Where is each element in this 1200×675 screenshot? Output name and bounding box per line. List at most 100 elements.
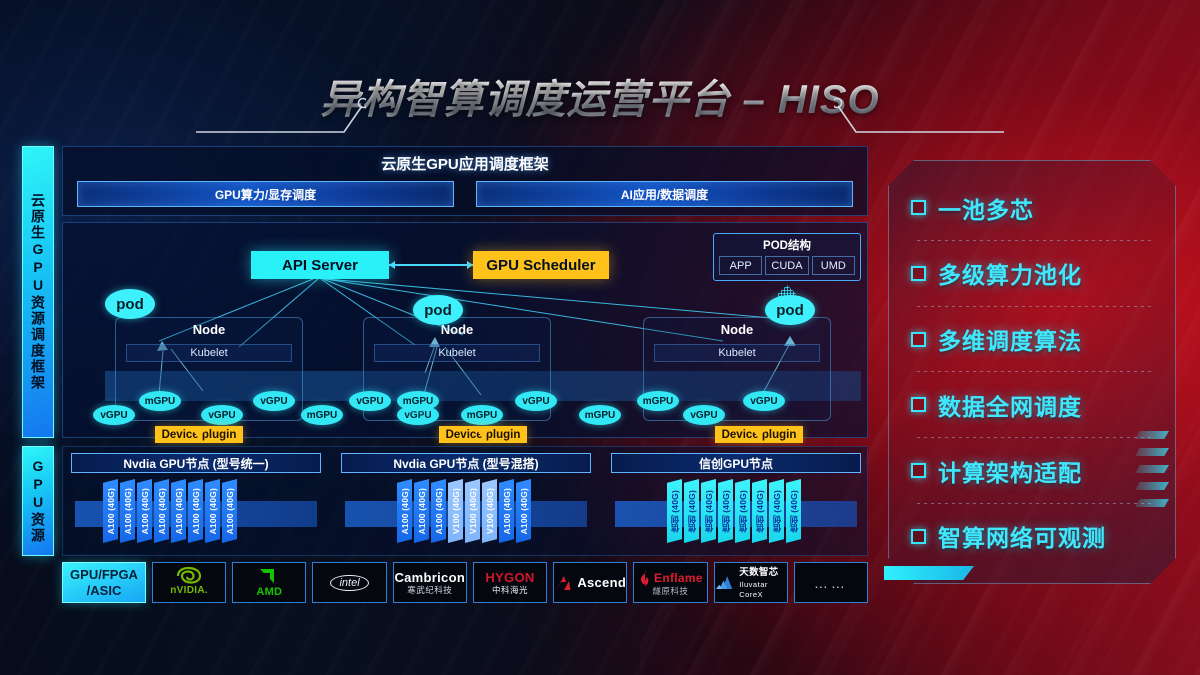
- iluvatar-fan-icon: [715, 575, 732, 589]
- vendor-strip-title: GPU/FPGA /ASIC: [62, 562, 146, 603]
- gpu-card[interactable]: 信创 (40G): [718, 479, 733, 543]
- kubelet-box: Kubelet: [126, 344, 292, 362]
- mgpu-bubble[interactable]: mGPU: [301, 405, 343, 425]
- vgpu-bubble[interactable]: vGPU: [515, 391, 557, 411]
- vendor-hygon[interactable]: HYGON 中科海光: [472, 562, 548, 603]
- vgpu-bubble[interactable]: vGPU: [253, 391, 295, 411]
- checkbox-icon: [911, 529, 926, 544]
- vgpu-bubble[interactable]: vGPU: [201, 405, 243, 425]
- gpu-card[interactable]: A100 (40G): [516, 479, 531, 543]
- checkbox-icon: [911, 200, 926, 215]
- sidebar-tab-cloud-native-gpu-framework[interactable]: 云原生GPU资源调度框架: [22, 146, 54, 438]
- pill-ai-app-data[interactable]: AI应用/数据调度: [476, 181, 853, 207]
- gpu-card[interactable]: A100 (40G): [222, 479, 237, 543]
- page-title-bar: 异构智算调度运营平台 – HISO: [0, 64, 1200, 133]
- gpu-card[interactable]: 信创 (40G): [667, 479, 682, 543]
- gpu-card[interactable]: A100 (40G): [154, 479, 169, 543]
- vendor-name: Ascend: [577, 574, 627, 590]
- gpu-card[interactable]: A100 (40G): [431, 479, 446, 543]
- vgpu-bubble[interactable]: vGPU: [349, 391, 391, 411]
- highlight-label: 计算架构适配: [938, 459, 1082, 486]
- gpu-card[interactable]: 信创 (40G): [769, 479, 784, 543]
- gpu-card[interactable]: A100 (40G): [120, 479, 135, 543]
- vendor-name-cn: 寒武纪科技: [407, 584, 453, 595]
- vendor-enflame[interactable]: Enflame 燧原科技: [633, 562, 708, 603]
- pod-bubble-1[interactable]: pod: [105, 289, 155, 319]
- gpu-group-3: 信创GPU节点 信创 (40G) 信创 (40G) 信创 (40G) 信创 (4…: [611, 453, 861, 551]
- vendor-name: intel: [330, 574, 369, 591]
- pill-gpu-compute-memory[interactable]: GPU算力/显存调度: [77, 181, 454, 207]
- scheduling-panel: API Server GPU Scheduler POD结构 APP CUDA …: [62, 222, 868, 443]
- checkbox-icon: [911, 397, 926, 412]
- panel-tick-decoration: [1135, 431, 1169, 551]
- vendor-ascend[interactable]: Ascend: [553, 562, 628, 603]
- mgpu-bubble[interactable]: mGPU: [397, 391, 439, 411]
- gpu-card[interactable]: 信创 (40G): [752, 479, 767, 543]
- pod-structure-box: POD结构 APP CUDA UMD: [713, 233, 861, 281]
- gpu-card[interactable]: 信创 (40G): [735, 479, 750, 543]
- gpu-group-heading: 信创GPU节点: [611, 453, 861, 473]
- gpu-card[interactable]: A100 (40G): [103, 479, 118, 543]
- highlight-label: 一池多芯: [938, 196, 1034, 223]
- gpu-card[interactable]: A100 (40G): [499, 479, 514, 543]
- vgpu-bubble[interactable]: vGPU: [397, 405, 439, 425]
- gpu-card[interactable]: 信创 (40G): [684, 479, 699, 543]
- gpu-group-1: Nvdia GPU节点 (型号统一) A100 (40G) A100 (40G)…: [71, 453, 321, 551]
- vendor-iluvatar[interactable]: 天数智芯 Iluvatar CoreX: [713, 562, 788, 603]
- framework-heading: 云原生GPU应用调度框架: [381, 156, 549, 173]
- vendor-name: Enflame: [654, 570, 703, 585]
- gpu-card[interactable]: A100 (40G): [205, 479, 220, 543]
- gpu-card[interactable]: A100 (40G): [171, 479, 186, 543]
- gpu-scheduler-box[interactable]: GPU Scheduler: [473, 251, 609, 279]
- highlight-item-2[interactable]: 多级算力池化: [911, 256, 1157, 290]
- pod-bubble-2[interactable]: pod: [413, 295, 463, 325]
- vendor-cambricon[interactable]: Cambricon 寒武纪科技: [392, 562, 467, 603]
- checkbox-icon: [911, 266, 926, 281]
- gpu-card[interactable]: V100 (40G): [482, 479, 497, 543]
- amd-arrow-icon: [260, 568, 275, 583]
- pod-cell-app: APP: [719, 256, 763, 275]
- pod-structure-title: POD结构: [763, 240, 811, 252]
- mgpu-bubble[interactable]: mGPU: [139, 391, 181, 411]
- gpu-card[interactable]: A100 (40G): [414, 479, 429, 543]
- api-server-box[interactable]: API Server: [251, 251, 389, 279]
- gpu-card-strip-3: 信创 (40G) 信创 (40G) 信创 (40G) 信创 (40G) 信创 (…: [667, 479, 801, 547]
- vgpu-bubble[interactable]: vGPU: [743, 391, 785, 411]
- pod-bubble-3[interactable]: pod: [765, 295, 815, 325]
- gpu-card[interactable]: V100 (40G): [465, 479, 480, 543]
- highlight-item-6[interactable]: 智算网络可观测: [911, 519, 1157, 553]
- enflame-flame-icon: [641, 569, 649, 586]
- gpu-card[interactable]: A100 (40G): [397, 479, 412, 543]
- highlight-divider: [917, 240, 1151, 241]
- mgpu-bubble[interactable]: mGPU: [461, 405, 503, 425]
- gpu-resources-panel: Nvdia GPU节点 (型号统一) A100 (40G) A100 (40G)…: [62, 446, 868, 556]
- vendor-amd[interactable]: AMD: [232, 562, 307, 603]
- mgpu-bubble[interactable]: mGPU: [579, 405, 621, 425]
- gpu-card[interactable]: 信创 (40G): [786, 479, 801, 543]
- mgpu-bubble-extra[interactable]: mGPU: [637, 391, 679, 411]
- vendor-name: ……: [813, 574, 848, 591]
- vendor-name-cn: 中科海光: [491, 584, 528, 595]
- gpu-card[interactable]: A100 (40G): [137, 479, 152, 543]
- sidebar-tab-gpu-resources[interactable]: GPU资源: [22, 446, 54, 556]
- highlight-item-4[interactable]: 数据全网调度: [911, 388, 1157, 422]
- vendor-strip-panel: GPU/FPGA /ASIC nVIDIA. AMD intel: [62, 562, 868, 603]
- gpu-card[interactable]: A100 (40G): [188, 479, 203, 543]
- highlight-divider: [917, 437, 1151, 438]
- highlight-item-5[interactable]: 计算架构适配: [911, 454, 1157, 488]
- vendor-intel[interactable]: intel: [312, 562, 387, 603]
- gpu-card[interactable]: 信创 (40G): [701, 479, 716, 543]
- pod-cell-cuda: CUDA: [765, 256, 809, 275]
- highlight-item-1[interactable]: 一池多芯: [911, 191, 1157, 225]
- vgpu-bubble[interactable]: vGPU: [93, 405, 135, 425]
- vgpu-bubble[interactable]: vGPU: [683, 405, 725, 425]
- highlight-divider: [917, 306, 1151, 307]
- device-plugin-arrow-1: [193, 430, 205, 439]
- highlights-panel: 一池多芯 多级算力池化 多维调度算法 数据全网调度 计算架构适配 智算网络可观测: [888, 160, 1176, 584]
- highlight-item-3[interactable]: 多维调度算法: [911, 322, 1157, 356]
- vendor-more[interactable]: ……: [793, 562, 868, 603]
- vendor-nvidia[interactable]: nVIDIA.: [152, 562, 227, 603]
- highlight-label: 智算网络可观测: [938, 525, 1106, 552]
- gpu-group-2: Nvdia GPU节点 (型号混搭) A100 (40G) A100 (40G)…: [341, 453, 591, 551]
- gpu-card[interactable]: V100 (40G): [448, 479, 463, 543]
